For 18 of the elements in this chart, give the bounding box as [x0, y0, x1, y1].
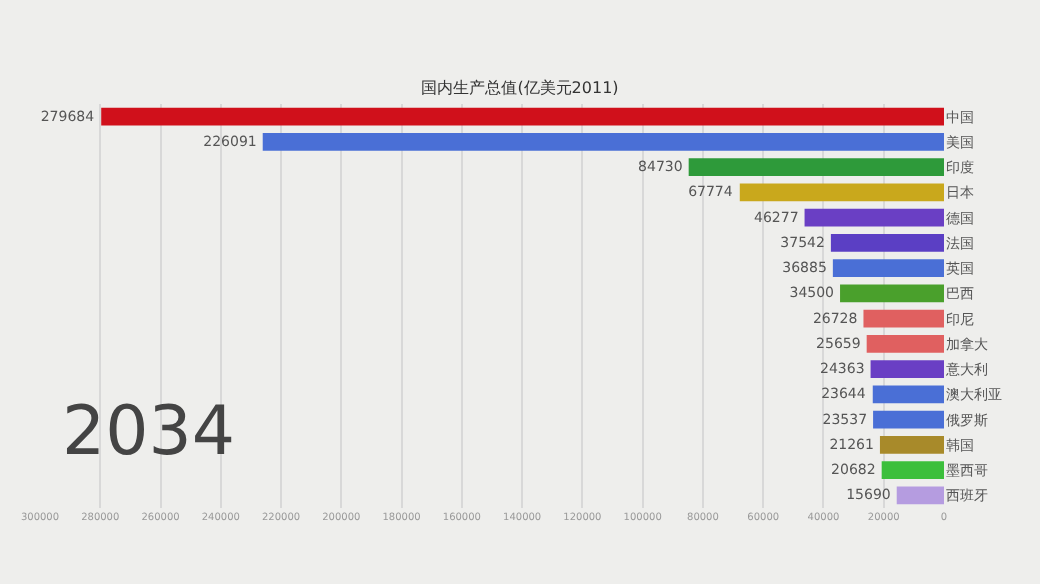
- bar: [863, 309, 944, 328]
- annotation: 2034: [62, 392, 236, 472]
- bar: [873, 410, 944, 429]
- bar: [840, 284, 944, 303]
- bar: [830, 234, 944, 252]
- bar: [832, 259, 944, 277]
- bar: [688, 158, 944, 176]
- bar: [262, 133, 944, 151]
- bar: [879, 436, 944, 454]
- bar: [896, 486, 944, 505]
- bar: [866, 335, 944, 353]
- bar: [804, 208, 944, 227]
- bar: [870, 360, 944, 378]
- bar: [881, 461, 944, 479]
- bar: [101, 107, 944, 126]
- bar: [739, 183, 944, 202]
- bar: [872, 385, 944, 404]
- chart-title: 国内生产总值(亿美元2011): [421, 78, 619, 97]
